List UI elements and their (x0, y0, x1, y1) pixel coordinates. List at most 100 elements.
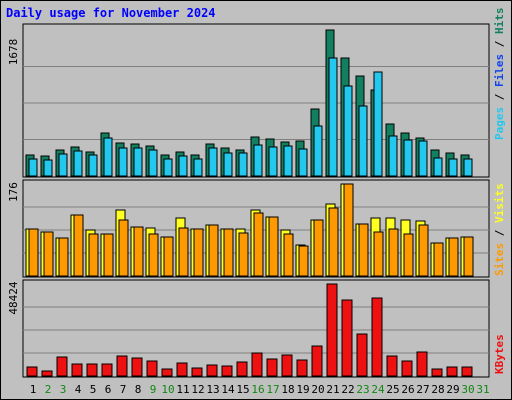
bar-sites (103, 233, 114, 277)
day-label: 10 (161, 383, 174, 396)
bar-kbytes (206, 364, 218, 377)
bar-sites (223, 228, 234, 277)
bar-sites (73, 214, 84, 277)
day-label: 24 (371, 383, 385, 396)
bar-sites (238, 232, 249, 277)
bar-kbytes (356, 333, 368, 377)
bar-pages (208, 147, 218, 177)
legend-pages: Pages (493, 107, 506, 140)
bar-kbytes (431, 368, 443, 377)
day-label: 8 (135, 383, 142, 396)
side-legend-visits-panel: Sites / Visits (493, 183, 506, 276)
bar-kbytes (386, 355, 398, 377)
legend-sep-2: / (493, 34, 506, 54)
bar-kbytes (86, 363, 98, 377)
bar-sites (343, 183, 354, 277)
bar-pages (343, 85, 353, 177)
bar-sites (328, 207, 339, 277)
day-label: 7 (120, 383, 127, 396)
bar-sites (43, 231, 54, 277)
bar-pages (358, 105, 368, 177)
bar-pages (178, 155, 188, 177)
side-legend-hits-panel: Pages / Files / Hits (493, 8, 506, 141)
bar-sites (253, 212, 264, 277)
bar-sites (268, 216, 279, 277)
bar-pages (283, 145, 293, 177)
day-label: 22 (341, 383, 354, 396)
bar-pages (298, 148, 308, 177)
bar-kbytes (161, 368, 173, 377)
bar-sites (388, 228, 399, 277)
day-label: 21 (326, 383, 339, 396)
bar-pages (133, 147, 143, 177)
bar-pages (103, 137, 113, 177)
bar-kbytes (191, 367, 203, 377)
day-label: 6 (105, 383, 112, 396)
bar-sites (178, 227, 189, 277)
bar-sites (163, 236, 174, 277)
ymax-label-hits: 1678 (7, 39, 20, 66)
bar-sites (433, 242, 444, 277)
bar-kbytes (371, 297, 383, 377)
bar-pages (118, 147, 128, 177)
legend-hits: Hits (493, 8, 506, 35)
bar-pages (313, 125, 323, 177)
bar-kbytes (71, 363, 83, 377)
day-label: 18 (281, 383, 294, 396)
bar-sites (133, 226, 144, 277)
bar-sites (58, 237, 69, 277)
ymax-label-kbytes: 48424 (7, 281, 20, 314)
bar-kbytes (401, 360, 413, 377)
bar-sites (313, 219, 324, 277)
bar-pages (43, 159, 53, 177)
bar-sites (448, 237, 459, 277)
bar-pages (388, 135, 398, 177)
ymax-label-visits: 176 (7, 182, 20, 202)
bar-kbytes (146, 360, 158, 377)
bar-pages (418, 140, 428, 177)
day-label: 28 (431, 383, 444, 396)
day-label: 31 (476, 383, 489, 396)
bar-sites (373, 231, 384, 277)
bar-kbytes (326, 283, 338, 377)
bar-kbytes (251, 352, 263, 377)
bar-kbytes (416, 351, 428, 377)
bar-pages (433, 157, 443, 177)
legend-sep-1: / (493, 87, 506, 107)
chart-title: Daily usage for November 2024 (6, 6, 216, 20)
bar-pages (223, 152, 233, 177)
day-label: 12 (191, 383, 204, 396)
bar-sites (298, 245, 309, 277)
bar-kbytes (131, 357, 143, 377)
bar-pages (238, 152, 248, 177)
side-legend-kbytes-panel: KBytes (493, 334, 506, 374)
bar-kbytes (116, 355, 128, 377)
bar-sites (28, 228, 39, 277)
bar-sites (118, 219, 129, 277)
day-label: 14 (221, 383, 235, 396)
day-label: 9 (150, 383, 157, 396)
day-label: 23 (356, 383, 369, 396)
bar-sites (208, 224, 219, 277)
bar-pages (148, 149, 158, 177)
bar-pages (373, 71, 383, 177)
bar-kbytes (341, 299, 353, 377)
bar-kbytes (446, 366, 458, 377)
day-label: 25 (386, 383, 399, 396)
day-label: 2 (45, 383, 52, 396)
day-label: 13 (206, 383, 219, 396)
day-label: 3 (60, 383, 67, 396)
bar-sites (403, 233, 414, 277)
bar-kbytes (236, 361, 248, 377)
bar-kbytes (176, 362, 188, 377)
bar-sites (193, 228, 204, 277)
bars-group (25, 29, 474, 377)
day-label: 19 (296, 383, 309, 396)
bar-kbytes (296, 359, 308, 377)
day-label: 11 (176, 383, 189, 396)
bar-kbytes (461, 366, 473, 377)
day-label: 5 (90, 383, 97, 396)
bar-pages (88, 154, 98, 177)
bar-pages (193, 158, 203, 177)
bar-sites (418, 224, 429, 277)
